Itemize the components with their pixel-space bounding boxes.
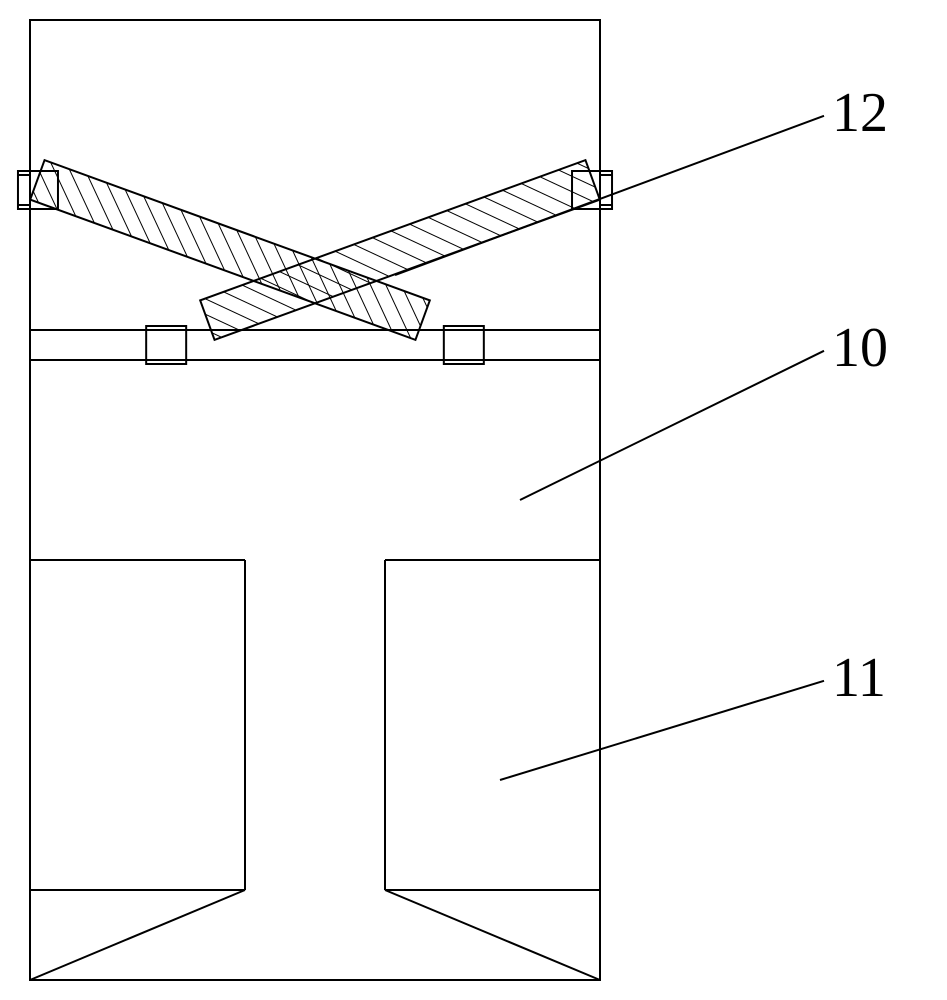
callout-label-12: 12	[832, 85, 888, 141]
diagram-stage: 12 10 11	[0, 0, 947, 1000]
diagram-svg	[0, 0, 947, 1000]
outer-frame	[30, 20, 600, 980]
callout-label-10: 10	[832, 320, 888, 376]
callout-label-11: 11	[832, 650, 886, 706]
lower-block-right	[385, 560, 600, 980]
lower-block-left	[30, 560, 245, 980]
leader-l12	[395, 116, 824, 275]
leader-l11	[500, 681, 824, 780]
leader-l10	[520, 351, 824, 500]
